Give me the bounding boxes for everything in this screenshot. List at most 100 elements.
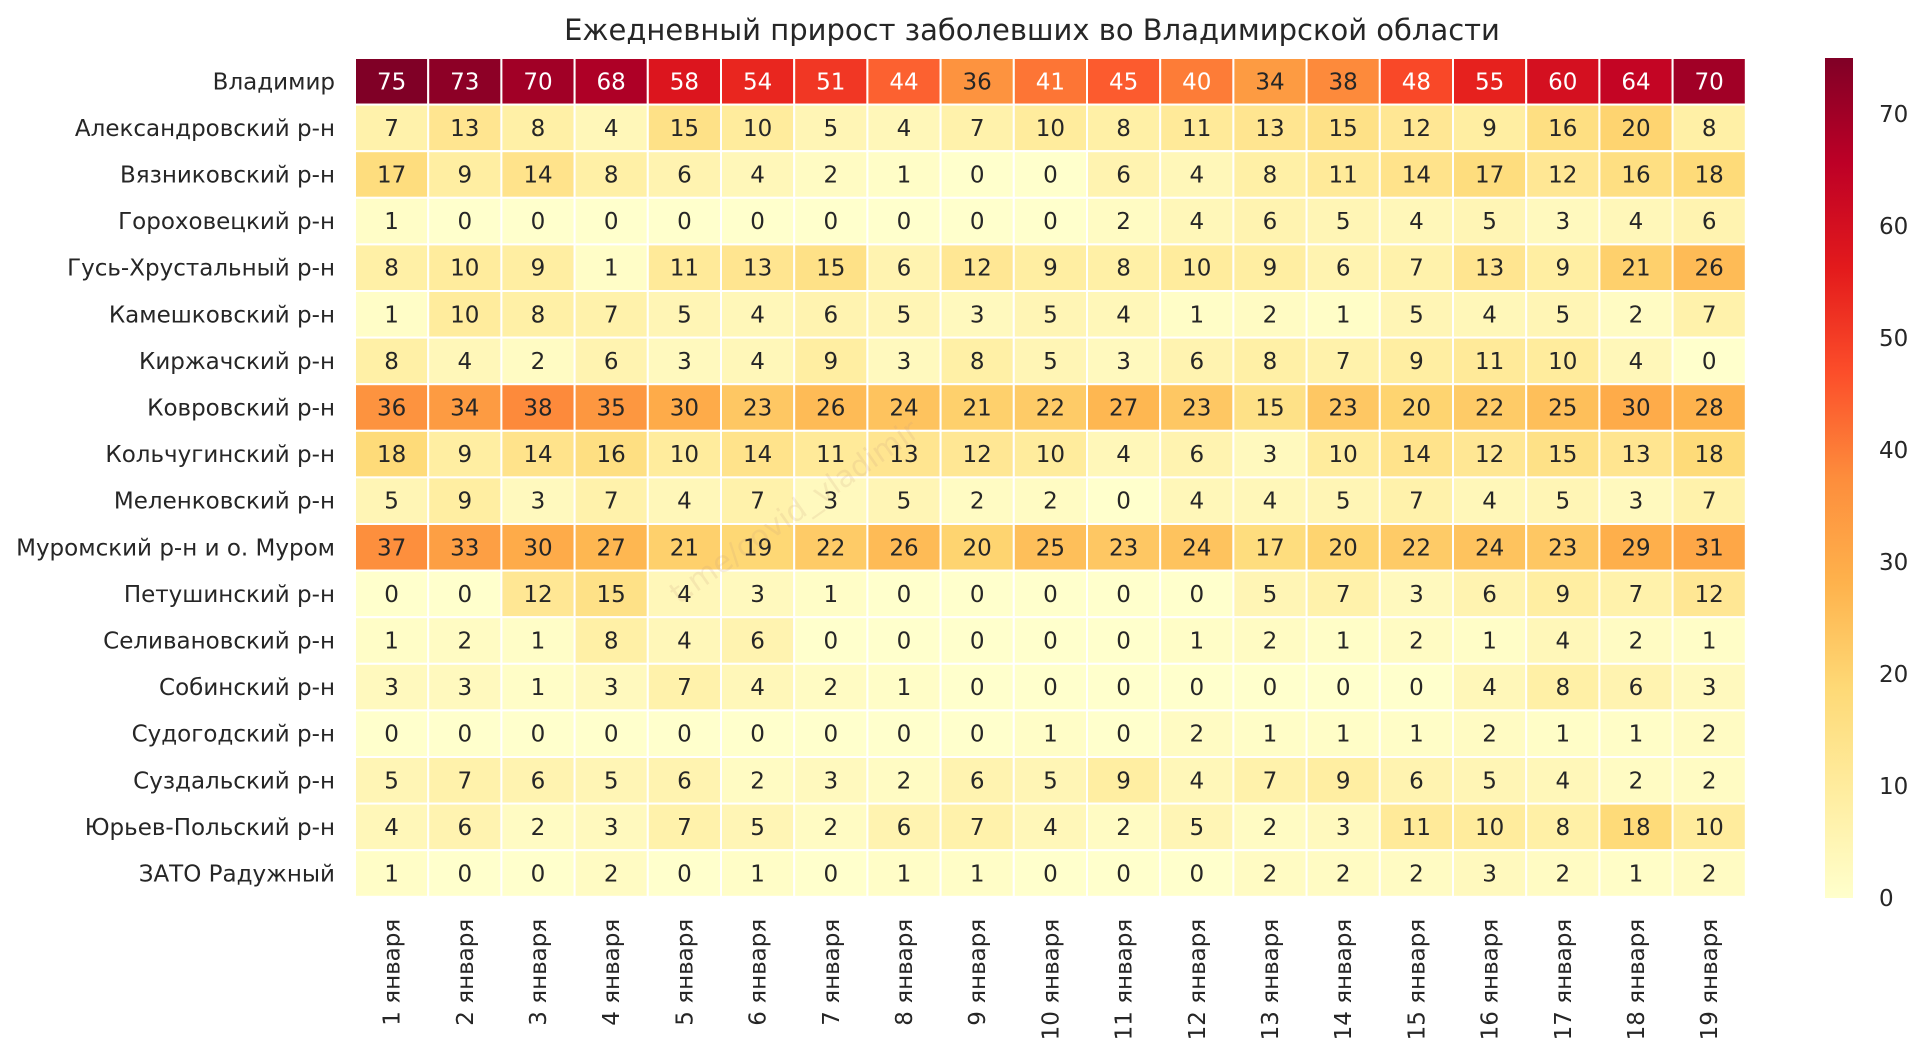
heatmap-cell: [573, 709, 649, 759]
heatmap-cell: [1232, 290, 1308, 339]
cell-value-label: 1: [1629, 862, 1644, 888]
cell-value-label: 2: [1043, 489, 1058, 515]
cell-value-label: 0: [897, 582, 912, 608]
heatmap-cell: [354, 243, 430, 292]
cell-value-label: 8: [1116, 256, 1131, 282]
cell-value-label: 22: [1402, 535, 1431, 561]
cell-value-label: 37: [377, 535, 406, 561]
cell-value-label: 6: [531, 768, 546, 794]
heatmap-cell: [1012, 103, 1088, 153]
cell-value-label: 12: [523, 582, 552, 608]
heatmap-cell: [1232, 336, 1308, 386]
cell-value-label: 1: [1409, 722, 1424, 748]
heatmap-cell: [1232, 662, 1308, 712]
heatmap-cell: [1086, 383, 1162, 432]
cell-value-label: 14: [743, 442, 772, 468]
cell-value-label: 0: [823, 862, 838, 888]
heatmap-cell: [354, 336, 430, 386]
heatmap-cell: [1086, 756, 1162, 805]
heatmap-cell: [1525, 290, 1601, 339]
cell-value-label: 34: [1255, 69, 1284, 95]
column-label: 11 января: [1112, 919, 1138, 1041]
cell-value-label: 1: [1189, 302, 1204, 328]
heatmap-cell: [939, 802, 1015, 852]
cell-value-label: 15: [597, 582, 626, 608]
cell-value-label: 3: [897, 349, 912, 375]
cell-value-label: 3: [604, 675, 619, 701]
cell-value-label: 0: [457, 722, 472, 748]
heatmap-cell: [354, 476, 430, 525]
cell-value-label: 27: [1109, 396, 1138, 422]
column-label: 18 января: [1624, 919, 1650, 1041]
cell-value-label: 2: [1482, 722, 1497, 748]
heatmap-cell: [1012, 569, 1088, 619]
cell-value-label: 44: [889, 69, 918, 95]
cell-value-label: 9: [1263, 256, 1278, 282]
cell-value-label: 5: [1336, 489, 1351, 515]
heatmap-cell: [1232, 523, 1308, 572]
cell-value-label: 7: [677, 675, 692, 701]
heatmap-cell: [427, 662, 503, 712]
cell-value-label: 2: [457, 629, 472, 655]
cell-value-label: 3: [823, 768, 838, 794]
cell-value-label: 9: [1555, 582, 1570, 608]
cell-value-label: 1: [384, 209, 399, 235]
cell-value-label: 33: [450, 535, 479, 561]
cell-value-label: 1: [1482, 629, 1497, 655]
cell-value-label: 2: [1263, 862, 1278, 888]
heatmap-cell: [1671, 569, 1747, 619]
cell-value-label: 0: [1702, 349, 1717, 375]
heatmap-cell: [866, 569, 942, 619]
cell-value-label: 2: [970, 489, 985, 515]
cell-value-label: 8: [384, 256, 399, 282]
heatmap-cell: [1452, 57, 1528, 106]
cell-value-label: 8: [1116, 116, 1131, 142]
heatmap-cell: [939, 429, 1015, 479]
heatmap-cell: [1012, 196, 1088, 246]
cell-value-label: 0: [1116, 675, 1131, 701]
cell-value-label: 36: [377, 396, 406, 422]
heatmap-cell: [1159, 103, 1235, 153]
cell-value-label: 9: [531, 256, 546, 282]
heatmap-cell: [646, 243, 722, 292]
heatmap-cell: [1671, 429, 1747, 479]
cell-value-label: 6: [1189, 349, 1204, 375]
heatmap-cell: [1598, 383, 1674, 432]
cell-value-label: 58: [670, 69, 699, 95]
cell-value-label: 5: [1043, 302, 1058, 328]
cell-value-label: 5: [677, 302, 692, 328]
heatmap-cell: [573, 290, 649, 339]
heatmap-cell: [1159, 196, 1235, 246]
heatmap-cell: [866, 709, 942, 759]
cell-value-label: 13: [1255, 116, 1284, 142]
heatmap-cell: [354, 383, 430, 432]
heatmap-cell: [866, 616, 942, 665]
cell-value-label: 7: [1336, 582, 1351, 608]
heatmap-cell: [1671, 616, 1747, 665]
cell-value-label: 27: [597, 535, 626, 561]
cell-value-label: 3: [531, 489, 546, 515]
heatmap-cell: [500, 523, 576, 572]
heatmap-cell: [1159, 476, 1235, 525]
heatmap-cell: [500, 476, 576, 525]
heatmap-cell: [1598, 569, 1674, 619]
row-label: Вязниковский р-н: [120, 163, 335, 189]
heatmap-cell: [1452, 709, 1528, 759]
cell-value-label: 12: [1402, 116, 1431, 142]
heatmap-cell: [573, 849, 649, 898]
cell-value-label: 55: [1475, 69, 1504, 95]
cell-value-label: 0: [531, 862, 546, 888]
cell-value-label: 3: [1336, 815, 1351, 841]
cell-value-label: 0: [1043, 582, 1058, 608]
heatmap-cell: [1598, 476, 1674, 525]
heatmap-cell: [646, 523, 722, 572]
row-label: Кольчугинский р-н: [105, 442, 335, 468]
heatmap-cell: [1525, 196, 1601, 246]
heatmap-cell: [500, 662, 576, 712]
cell-value-label: 0: [970, 163, 985, 189]
cell-value-label: 10: [450, 302, 479, 328]
column-label: 7 января: [819, 919, 845, 1026]
colorbar-tick-label: 50: [1879, 326, 1908, 352]
cell-value-label: 2: [1629, 629, 1644, 655]
